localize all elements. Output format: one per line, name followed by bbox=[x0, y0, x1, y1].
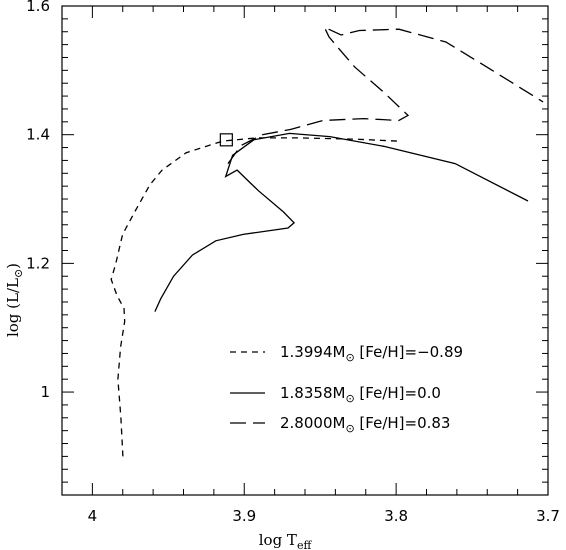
y-tick-label: 1 bbox=[40, 383, 50, 401]
legend-label-2: 1.8358M⊙ [Fe/H]=0.0 bbox=[280, 384, 441, 405]
sun-symbol-icon: ⊙ bbox=[12, 269, 25, 278]
y-tick-label: 1.4 bbox=[26, 126, 50, 144]
series-line-3 bbox=[227, 25, 544, 164]
legend-mass: 1.3994M bbox=[280, 343, 345, 361]
legend-metallicity: [Fe/H]=0.83 bbox=[355, 414, 451, 432]
legend-metallicity: [Fe/H]=0.0 bbox=[355, 384, 441, 402]
x-tick-label: 3.9 bbox=[232, 507, 256, 525]
x-tick-label: 3.8 bbox=[384, 507, 408, 525]
x-tick-label: 3.7 bbox=[536, 507, 560, 525]
legend-metallicity: [Fe/H]=−0.89 bbox=[355, 343, 463, 361]
legend: 1.3994M⊙ [Fe/H]=−0.891.8358M⊙ [Fe/H]=0.0… bbox=[230, 343, 463, 435]
y-axis-label-close: ) bbox=[4, 263, 22, 269]
tick-labels: 4 3.9 3.8 3.7 1 1.2 1.4 1.6 bbox=[26, 0, 560, 525]
axis-ticks bbox=[62, 5, 549, 496]
y-axis-label: log (L/L⊙) bbox=[4, 263, 25, 337]
series-line-2 bbox=[154, 132, 529, 312]
legend-mass: 1.8358M bbox=[280, 384, 345, 402]
series-line-1 bbox=[110, 137, 398, 457]
legend-mass: 2.8000M bbox=[280, 414, 345, 432]
series-lines bbox=[110, 25, 544, 457]
annotations bbox=[219, 133, 233, 147]
y-tick-label: 1.6 bbox=[26, 0, 50, 15]
x-axis-label-main: log T bbox=[259, 531, 297, 549]
x-axis-label: log Teff bbox=[259, 531, 313, 550]
square-marker-icon bbox=[219, 133, 233, 147]
legend-label-1: 1.3994M⊙ [Fe/H]=−0.89 bbox=[280, 343, 463, 364]
sun-symbol-icon: ⊙ bbox=[345, 422, 354, 435]
x-axis-label-sub: eff bbox=[297, 539, 313, 550]
sun-symbol-icon: ⊙ bbox=[345, 392, 354, 405]
y-axis-label-main: log (L/L bbox=[4, 278, 22, 337]
y-tick-label: 1.2 bbox=[26, 254, 50, 272]
y-axis-label-group: log (L/L⊙) bbox=[4, 263, 25, 337]
legend-label-3: 2.8000M⊙ [Fe/H]=0.83 bbox=[280, 414, 450, 435]
sun-symbol-icon: ⊙ bbox=[345, 351, 354, 364]
x-tick-label: 4 bbox=[88, 507, 98, 525]
